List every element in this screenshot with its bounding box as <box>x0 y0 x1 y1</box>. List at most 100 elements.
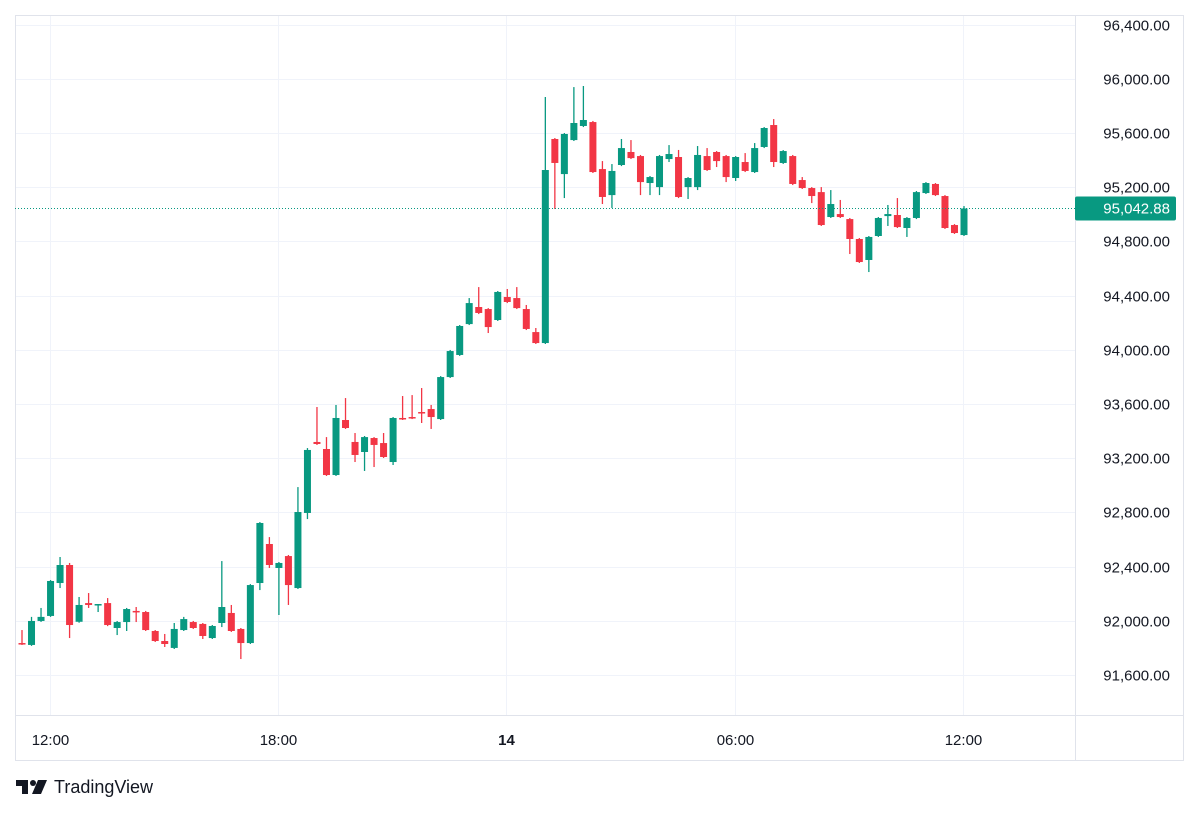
candle <box>703 148 711 171</box>
candle <box>113 620 121 636</box>
price-tick-label: 92,800.00 <box>1103 505 1170 522</box>
candle <box>484 308 492 334</box>
candle-body <box>713 151 721 162</box>
candle-body <box>75 604 83 622</box>
candle <box>532 328 540 344</box>
candle-body <box>256 522 264 584</box>
candle-body <box>399 417 407 420</box>
candle <box>294 487 302 589</box>
candle-body <box>446 351 454 378</box>
candle <box>56 557 64 589</box>
candle <box>370 437 378 468</box>
candle <box>903 217 911 237</box>
time-axis[interactable]: 12:00 18:00 14 06:00 12:00 <box>32 732 983 749</box>
candle <box>827 190 835 218</box>
candle-body <box>522 309 530 329</box>
candle-body <box>18 643 26 645</box>
candle <box>722 154 730 183</box>
candle-body <box>66 565 74 626</box>
candle <box>617 138 625 167</box>
candle <box>560 133 568 199</box>
candle-body <box>751 148 759 173</box>
candle <box>665 145 673 163</box>
time-tick-label: 06:00 <box>717 732 755 749</box>
candle <box>950 224 958 234</box>
candle-body <box>551 138 559 163</box>
candle <box>608 164 616 208</box>
price-tick-label: 96,000.00 <box>1103 72 1170 89</box>
candle <box>332 404 340 476</box>
candle-body <box>246 585 254 644</box>
candle-body <box>227 612 235 631</box>
candle <box>123 607 131 631</box>
candle-body <box>113 622 121 629</box>
price-tick-label: 93,200.00 <box>1103 451 1170 468</box>
candle <box>636 154 644 196</box>
candle-body <box>922 183 930 194</box>
candle-body <box>465 303 473 325</box>
candle-body <box>560 133 568 175</box>
brand-name[interactable]: TradingView <box>54 777 154 797</box>
candle-body <box>28 620 36 645</box>
candle <box>142 610 150 631</box>
candle <box>541 96 549 344</box>
candle <box>475 287 483 315</box>
candle <box>789 154 797 186</box>
candle-body <box>808 188 816 197</box>
candle-body <box>456 325 464 355</box>
price-tick-label: 93,600.00 <box>1103 397 1170 414</box>
candle-body <box>855 238 863 263</box>
candle-body <box>684 178 692 188</box>
candle-body <box>694 154 702 188</box>
candle <box>227 604 235 632</box>
candle <box>342 398 350 429</box>
candle <box>389 417 397 465</box>
candle <box>180 616 188 631</box>
candle-body <box>294 512 302 589</box>
price-tick-label: 92,000.00 <box>1103 614 1170 631</box>
candle-body <box>608 170 616 196</box>
candle-body <box>418 412 426 414</box>
candle-body <box>827 204 835 218</box>
candle <box>218 561 226 628</box>
candle-body <box>218 607 226 623</box>
candle-body <box>636 156 644 183</box>
candle <box>912 191 920 220</box>
candle <box>855 238 863 263</box>
candle-body <box>598 169 606 197</box>
candle <box>579 86 587 128</box>
tradingview-logo-icon[interactable] <box>16 779 48 796</box>
candle <box>284 554 292 605</box>
candle-body <box>303 449 311 513</box>
candle <box>246 584 254 644</box>
candle-body <box>960 208 968 236</box>
candle <box>598 161 606 205</box>
candle <box>94 604 102 613</box>
price-axis[interactable]: 96,400.00 96,000.00 95,600.00 95,200.00 94,8… <box>1103 18 1170 685</box>
candle <box>713 151 721 168</box>
candle-body <box>503 296 511 302</box>
candle <box>798 177 806 189</box>
candle <box>85 593 93 608</box>
candle-body <box>494 291 502 321</box>
chart-frame <box>15 15 1184 761</box>
price-tick-label: 94,000.00 <box>1103 343 1170 360</box>
candle <box>570 87 578 142</box>
candle <box>399 396 407 421</box>
candle <box>170 622 178 650</box>
candle <box>446 349 454 379</box>
candle <box>313 407 321 445</box>
candle <box>865 236 873 273</box>
time-tick-label: 18:00 <box>260 732 298 749</box>
candle <box>931 183 939 197</box>
candlestick-chart[interactable]: 96,400.00 96,000.00 95,600.00 95,200.00 94,8… <box>0 0 1200 770</box>
candle-body <box>646 177 654 184</box>
candle <box>817 187 825 226</box>
candle-body <box>703 156 711 171</box>
last-price-label: 95,042.88 <box>1075 196 1176 221</box>
candle-body <box>903 217 911 229</box>
candle-body <box>199 623 207 637</box>
candle-body <box>912 192 920 218</box>
candle <box>208 625 216 639</box>
candle-body <box>47 580 55 616</box>
